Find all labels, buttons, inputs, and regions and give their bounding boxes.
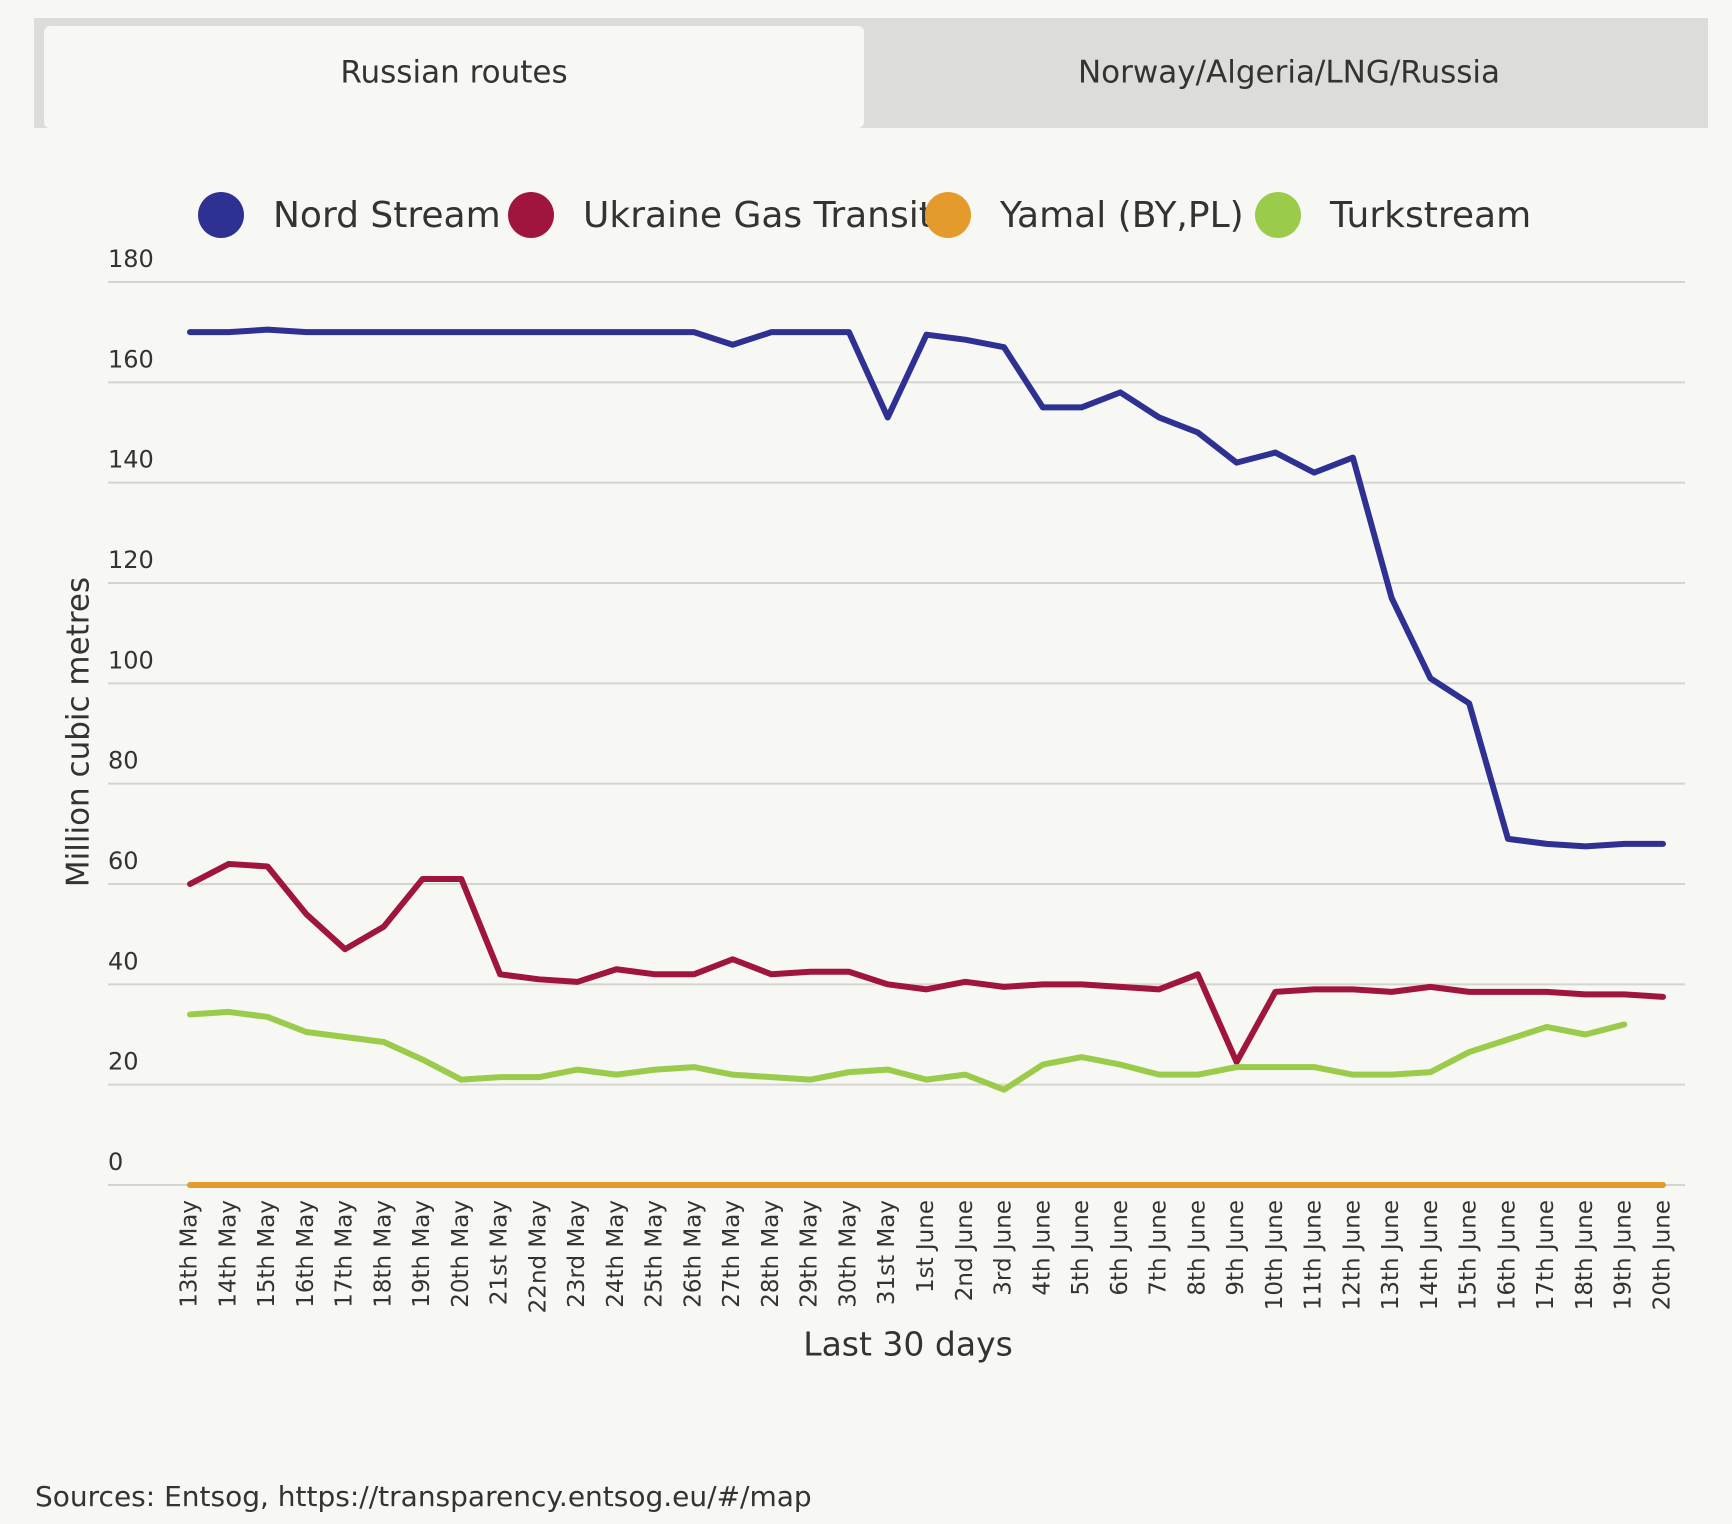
x-tick-label: 14th May bbox=[215, 1200, 241, 1308]
y-tick-label: 160 bbox=[108, 345, 154, 373]
y-tick-label: 120 bbox=[108, 546, 154, 574]
x-tick-label: 21st May bbox=[487, 1200, 513, 1305]
y-tick-label: 140 bbox=[108, 446, 154, 474]
x-tick-label: 1st June bbox=[913, 1200, 939, 1293]
source: Sources: Entsog, https://transparency.en… bbox=[35, 1480, 812, 1513]
x-tick-label: 29th May bbox=[797, 1200, 823, 1308]
y-tick-label: 100 bbox=[108, 646, 154, 674]
y-axis-title: Million cubic metres bbox=[61, 577, 97, 887]
x-tick-label: 19th June bbox=[1611, 1200, 1637, 1310]
x-tick-label: 16th May bbox=[293, 1200, 319, 1308]
x-tick-label: 8th June bbox=[1184, 1200, 1210, 1296]
x-tick-label: 15th June bbox=[1456, 1200, 1482, 1310]
tab-label[interactable]: Russian routes bbox=[340, 55, 567, 91]
x-tick-label: 26th May bbox=[680, 1200, 706, 1308]
x-tick-label: 22nd May bbox=[525, 1200, 551, 1313]
x-tick-label: 16th June bbox=[1494, 1200, 1520, 1310]
legend-label: Turkstream bbox=[1329, 195, 1531, 236]
x-tick-label: 10th June bbox=[1262, 1200, 1288, 1310]
x-tick-label: 18th May bbox=[370, 1200, 396, 1308]
x-tick-label: 30th May bbox=[835, 1200, 861, 1308]
legend-marker bbox=[1255, 192, 1301, 238]
x-tick-label: 7th June bbox=[1146, 1200, 1172, 1296]
y-tick-label: 80 bbox=[108, 747, 139, 775]
x-tick-label: 20th May bbox=[448, 1200, 474, 1308]
series-line bbox=[187, 1008, 1628, 1093]
series-line bbox=[187, 860, 1666, 1066]
x-tick-label: 12th June bbox=[1339, 1200, 1365, 1310]
x-tick-label: 23rd May bbox=[564, 1200, 590, 1308]
legend-label: Ukraine Gas Transit bbox=[583, 195, 933, 236]
y-tick-label: 40 bbox=[108, 947, 139, 975]
x-tick-label: 2nd June bbox=[952, 1200, 978, 1301]
x-tick-label: 14th June bbox=[1417, 1200, 1443, 1310]
x-tick-label: 13th May bbox=[177, 1200, 203, 1308]
y-tick-label: 20 bbox=[108, 1048, 139, 1076]
x-tick-label: 6th June bbox=[1107, 1200, 1133, 1296]
x-tick-label: 24th May bbox=[603, 1200, 629, 1308]
x-tick-label: 17th May bbox=[332, 1200, 358, 1308]
x-tick-label: 11th June bbox=[1301, 1200, 1327, 1310]
x-tick-label: 4th June bbox=[1029, 1200, 1055, 1296]
y-tick-label: 60 bbox=[108, 847, 139, 875]
tab-label[interactable]: Norway/Algeria/LNG/Russia bbox=[1078, 55, 1500, 91]
x-tick-label: 28th May bbox=[758, 1200, 784, 1308]
x-tick-label: 5th June bbox=[1068, 1200, 1094, 1296]
x-tick-label: 15th May bbox=[254, 1200, 280, 1308]
x-axis-title: Last 30 days bbox=[803, 1325, 1013, 1364]
x-tick-label: 25th May bbox=[642, 1200, 668, 1308]
x-tick-label: 27th May bbox=[719, 1200, 745, 1308]
x-tick-label: 17th June bbox=[1533, 1200, 1559, 1310]
y-tick-label: 0 bbox=[108, 1148, 123, 1176]
series-line bbox=[187, 326, 1666, 850]
x-tick-label: 18th June bbox=[1572, 1200, 1598, 1310]
x-tick-label: 9th June bbox=[1223, 1200, 1249, 1296]
y-tick-label: 180 bbox=[108, 245, 154, 273]
x-tick-label: 20th June bbox=[1650, 1200, 1676, 1310]
x-tick-label: 19th May bbox=[409, 1200, 435, 1308]
legend-marker bbox=[925, 192, 971, 238]
tab-active[interactable] bbox=[44, 26, 864, 128]
legend-label: Yamal (BY,PL) bbox=[999, 195, 1244, 236]
legend-marker bbox=[508, 192, 554, 238]
x-tick-label: 13th June bbox=[1378, 1200, 1404, 1310]
legend-marker bbox=[198, 192, 244, 238]
legend-label: Nord Stream bbox=[273, 195, 501, 236]
x-tick-label: 31st May bbox=[874, 1200, 900, 1305]
x-tick-label: 3rd June bbox=[991, 1200, 1017, 1296]
